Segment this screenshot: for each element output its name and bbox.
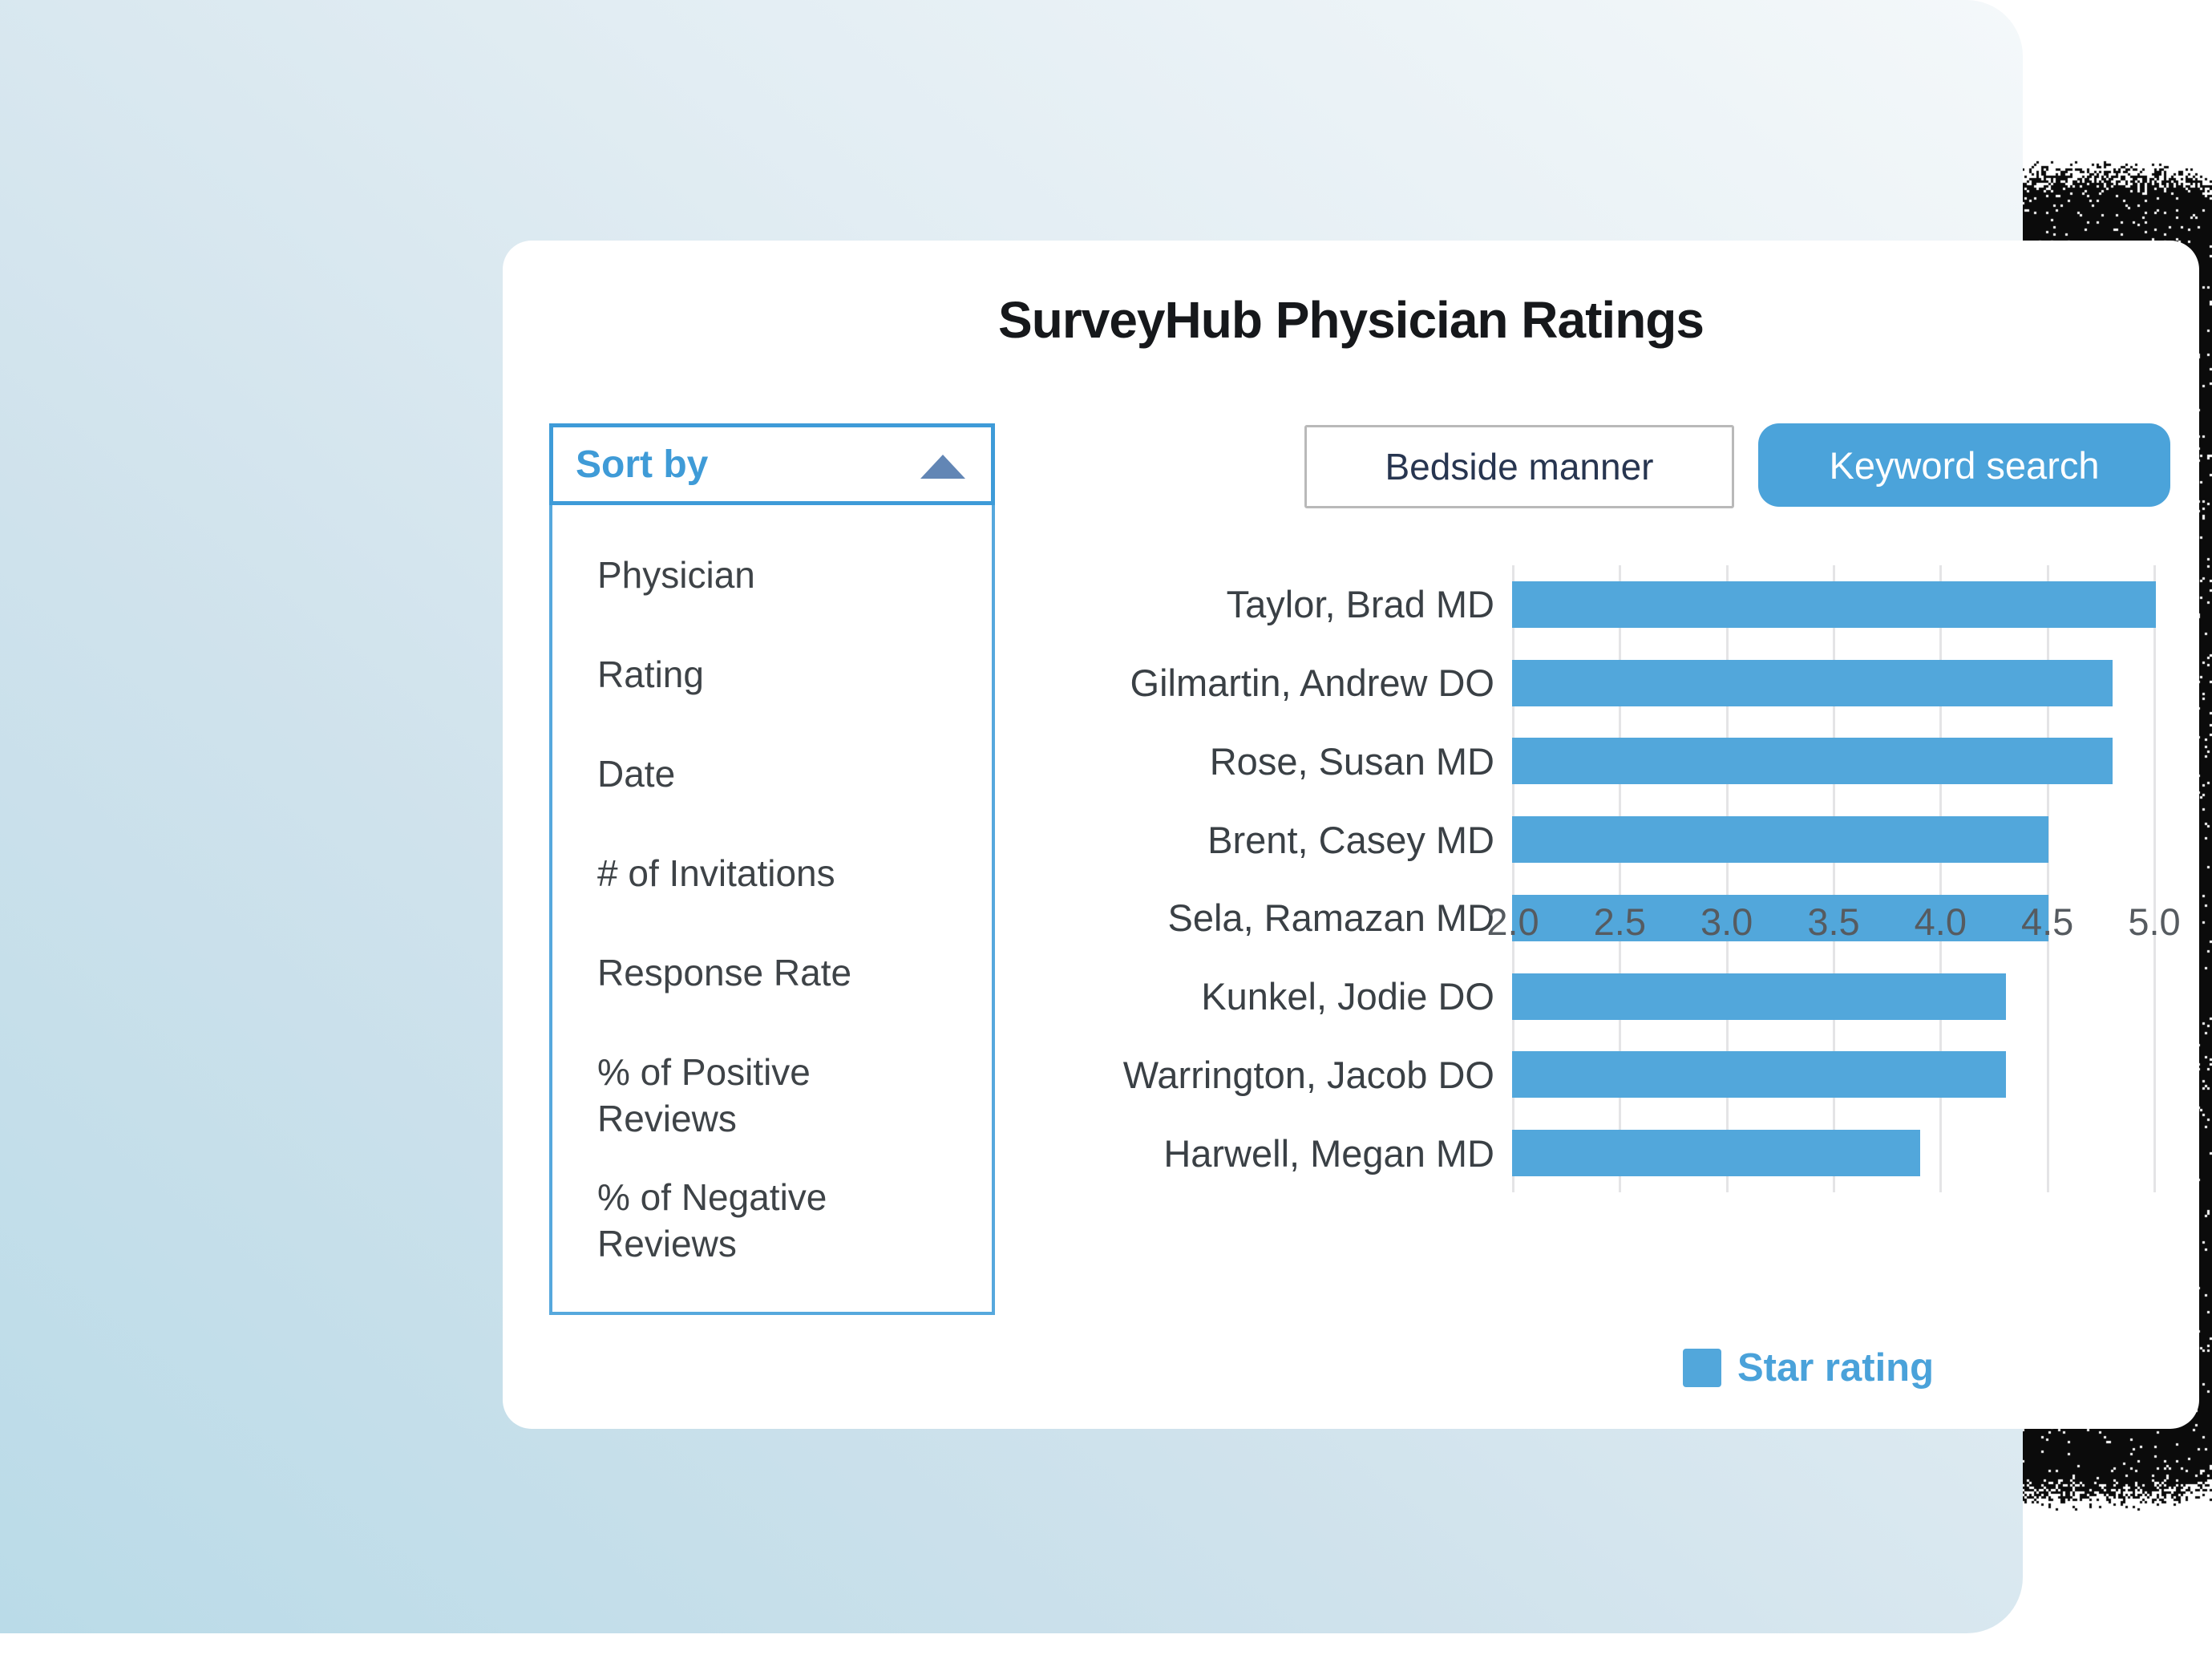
category-label: Warrington, Jacob DO bbox=[997, 1036, 1494, 1115]
page: SurveyHub Physician Ratings Sort by Phys… bbox=[0, 0, 2212, 1671]
category-label: Brent, Casey MD bbox=[997, 800, 1494, 879]
category-label: Sela, Ramazan MD bbox=[997, 879, 1494, 957]
x-tick-label: 5.0 bbox=[2098, 900, 2210, 944]
x-tick-label: 4.5 bbox=[1992, 900, 2104, 944]
gridline bbox=[2153, 565, 2156, 1192]
chart-legend[interactable]: Star rating bbox=[1683, 1345, 1934, 1390]
metric-selector[interactable]: Bedside manner bbox=[1304, 425, 1734, 508]
sort-option-physician[interactable]: Physician bbox=[597, 552, 958, 598]
rating-bar bbox=[1512, 1051, 2006, 1098]
sort-by-label: Sort by bbox=[576, 443, 708, 487]
bar-chart-plot bbox=[1512, 565, 2156, 1192]
sort-option-date[interactable]: Date bbox=[597, 751, 958, 797]
x-tick-label: 2.0 bbox=[1457, 900, 1569, 944]
ratings-card: SurveyHub Physician Ratings Sort by Phys… bbox=[503, 241, 2199, 1429]
legend-swatch-icon bbox=[1683, 1349, 1721, 1387]
sort-option-invitations[interactable]: # of Invitations bbox=[597, 850, 958, 896]
x-tick-label: 4.0 bbox=[1884, 900, 1996, 944]
rating-bar bbox=[1512, 816, 2048, 863]
category-label: Rose, Susan MD bbox=[997, 722, 1494, 801]
triangle-up-icon bbox=[920, 455, 965, 479]
category-label: Gilmartin, Andrew DO bbox=[997, 644, 1494, 722]
sort-by-dropdown-header[interactable]: Sort by bbox=[549, 423, 995, 505]
x-tick-label: 2.5 bbox=[1563, 900, 1676, 944]
rating-bar bbox=[1512, 973, 2006, 1020]
sort-options-list: Physician Rating Date # of Invitations R… bbox=[549, 505, 995, 1315]
sort-option-positive-reviews[interactable]: % of Positive Reviews bbox=[597, 1049, 958, 1142]
rating-bar bbox=[1512, 581, 2156, 628]
page-title: SurveyHub Physician Ratings bbox=[503, 290, 2199, 350]
category-label: Kunkel, Jodie DO bbox=[997, 957, 1494, 1036]
category-label: Taylor, Brad MD bbox=[997, 565, 1494, 644]
sort-option-response-rate[interactable]: Response Rate bbox=[597, 949, 958, 996]
rating-bar bbox=[1512, 660, 2113, 706]
sort-option-negative-reviews[interactable]: % of Negative Reviews bbox=[597, 1174, 958, 1267]
legend-label: Star rating bbox=[1737, 1345, 1934, 1390]
category-label: Harwell, Megan MD bbox=[997, 1114, 1494, 1192]
x-tick-label: 3.0 bbox=[1671, 900, 1783, 944]
rating-bar bbox=[1512, 738, 2113, 784]
rating-bar bbox=[1512, 1130, 1920, 1176]
x-tick-label: 3.5 bbox=[1777, 900, 1890, 944]
sort-option-rating[interactable]: Rating bbox=[597, 651, 958, 698]
keyword-search-button[interactable]: Keyword search bbox=[1758, 423, 2170, 507]
